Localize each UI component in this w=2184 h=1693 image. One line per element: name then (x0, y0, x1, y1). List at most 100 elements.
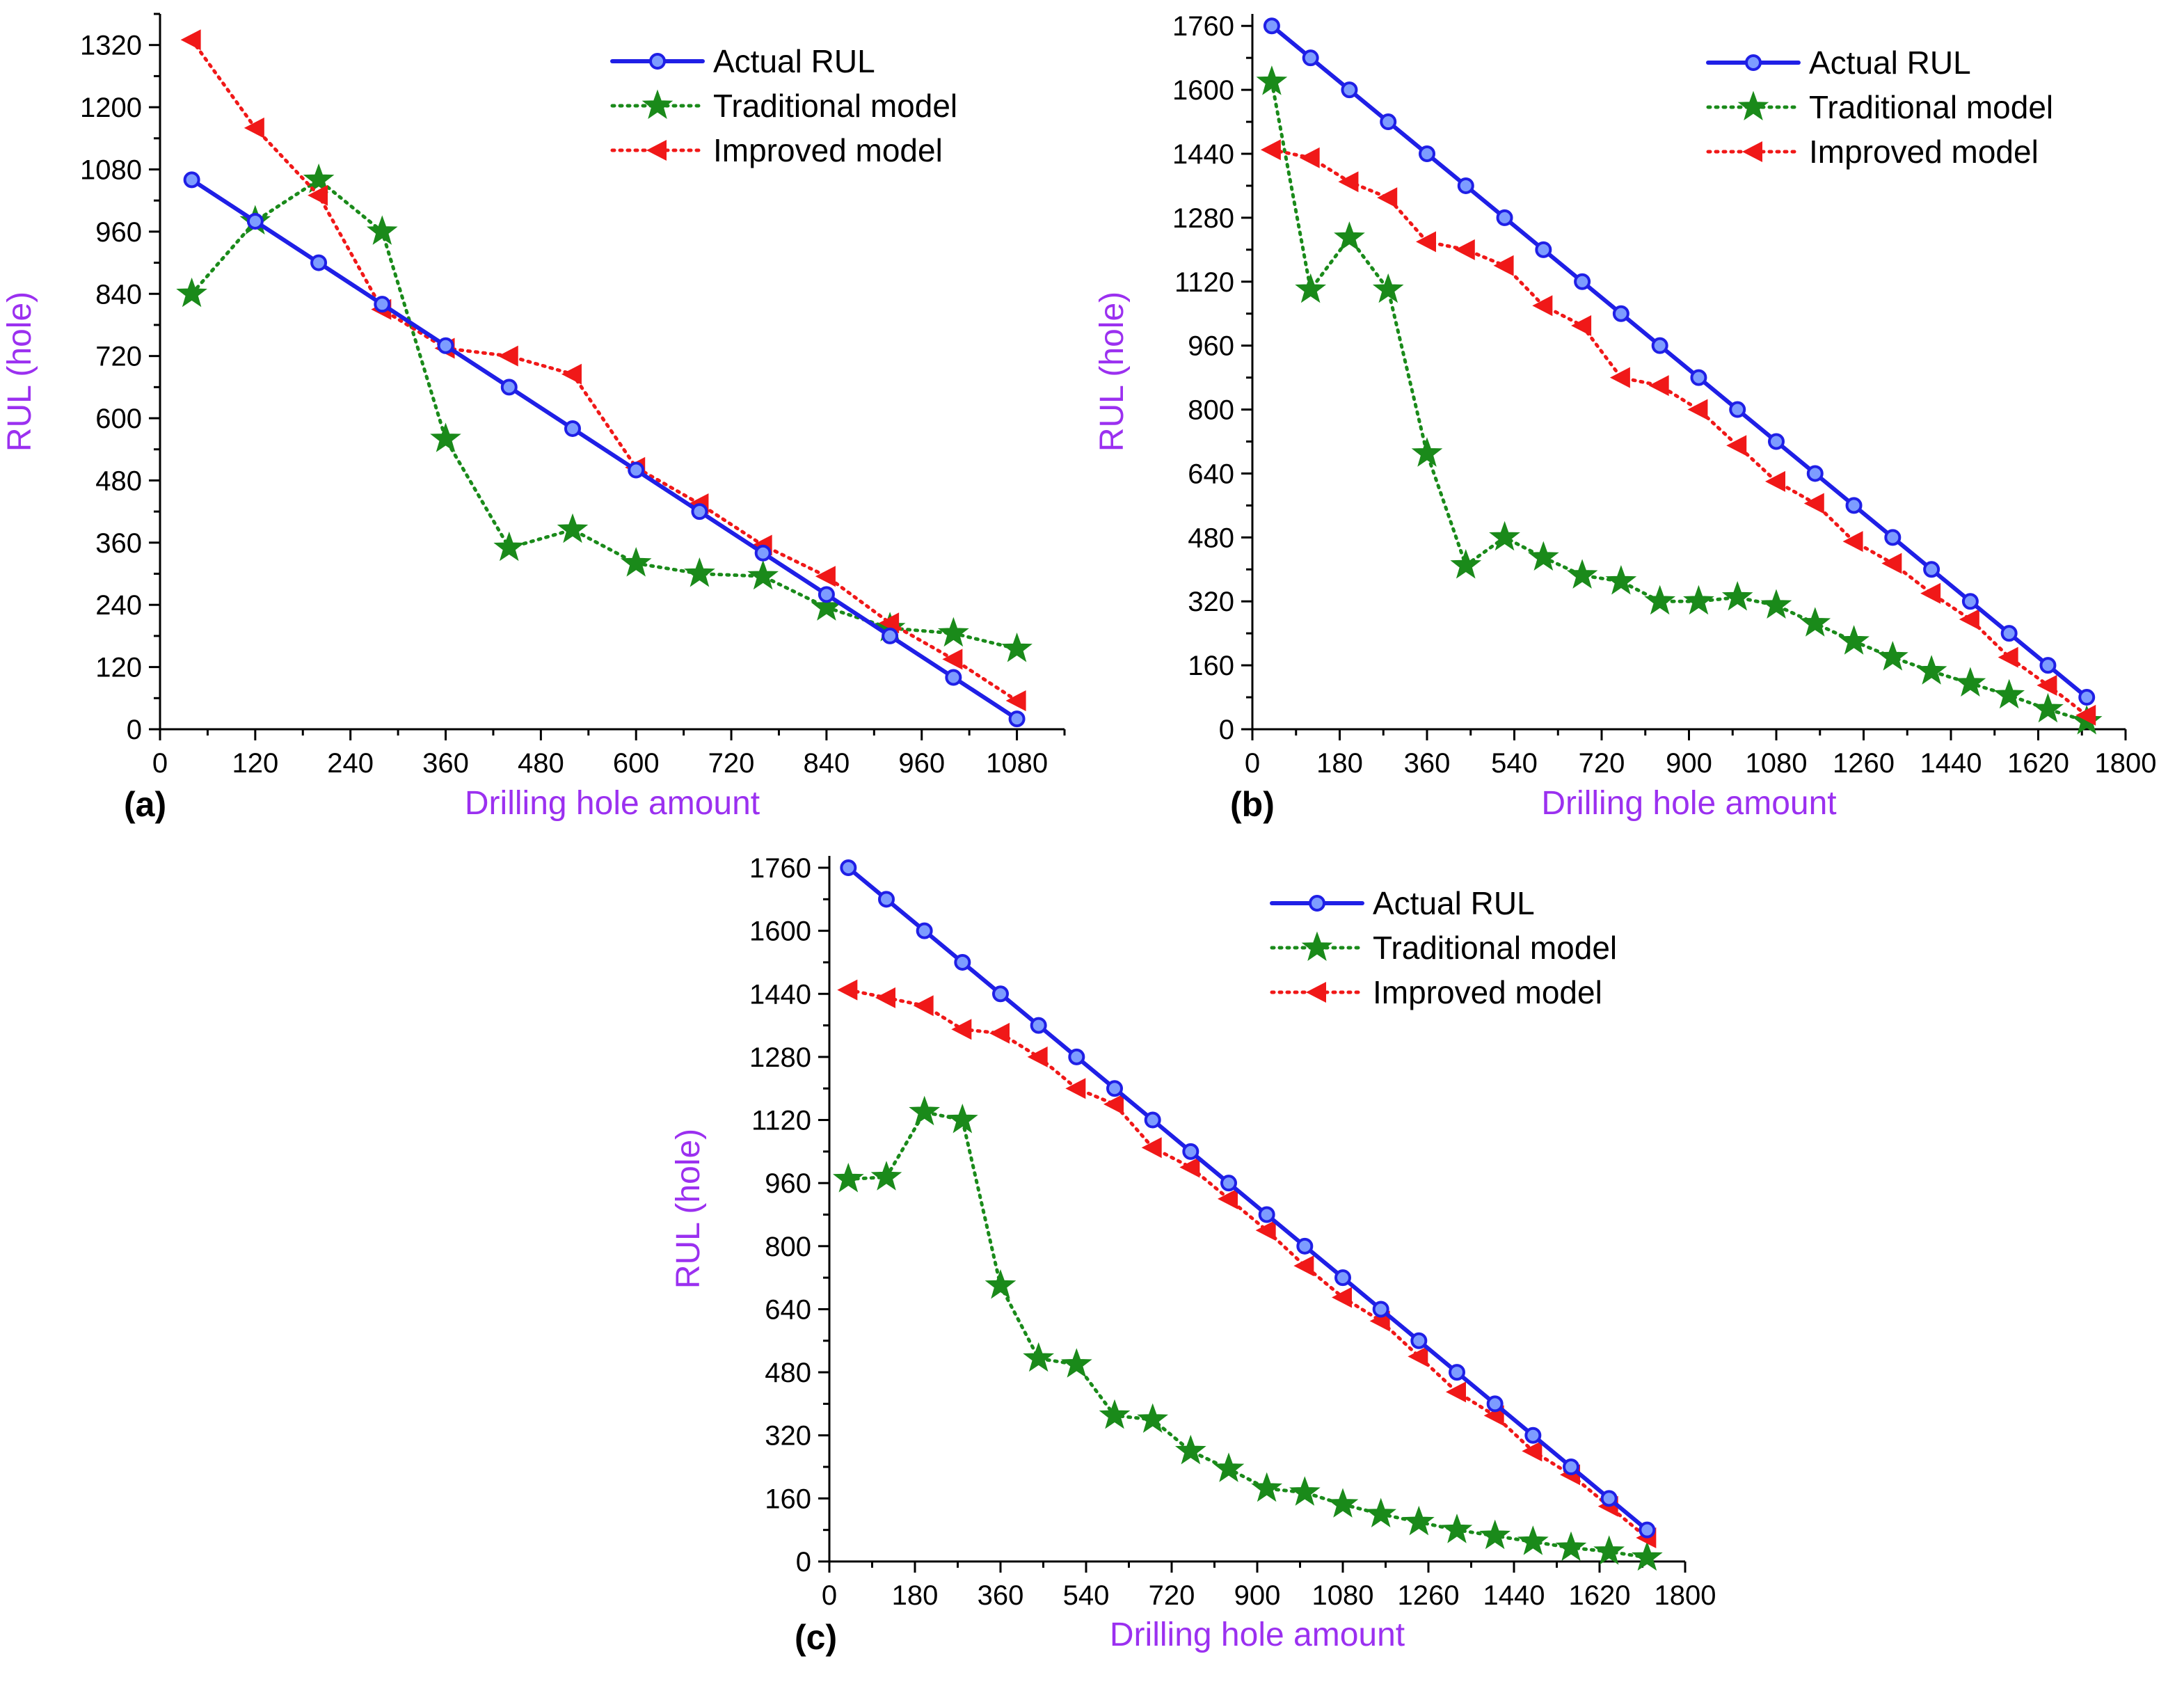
y-tick-label: 480 (1188, 523, 1234, 553)
data-point-actual (1639, 1521, 1656, 1539)
y-axis-title: RUL (hole) (670, 1129, 707, 1289)
legend: Actual RUL Traditional model Improved mode… (610, 43, 957, 168)
x-tick-label: 180 (1316, 748, 1363, 779)
data-point-actual (183, 171, 200, 189)
data-point-improved (1293, 1255, 1314, 1277)
series-improved (1260, 139, 2096, 726)
data-point-actual (1068, 1048, 1085, 1065)
y-tick-label: 1760 (749, 853, 811, 884)
data-point-actual (878, 891, 895, 908)
data-point-improved (1446, 1381, 1466, 1403)
data-point-improved (1255, 1220, 1276, 1241)
legend: Actual RUL Traditional model Improved mode… (1270, 885, 1617, 1010)
x-axis-title: Drilling hole amount (465, 785, 760, 822)
data-point-improved (1959, 609, 1979, 630)
legend-marker-traditional (1301, 931, 1333, 961)
data-point-actual (1449, 1364, 1465, 1381)
data-point-actual (1563, 1458, 1579, 1476)
y-tick-label: 1120 (1174, 267, 1234, 298)
data-point-traditional (557, 513, 589, 543)
data-point-traditional (747, 559, 779, 590)
data-point-traditional (1644, 585, 1676, 615)
data-point-improved (1338, 171, 1359, 193)
data-point-actual (2000, 625, 2018, 642)
data-point-actual (1961, 593, 1979, 610)
x-tick-label: 1080 (1746, 748, 1808, 779)
data-point-improved (1260, 139, 1281, 161)
data-point-improved (1103, 1093, 1124, 1115)
y-tick-label: 1120 (751, 1106, 811, 1136)
data-point-improved (1687, 399, 1708, 420)
data-point-actual (1030, 1017, 1047, 1034)
data-point-traditional (1593, 1535, 1625, 1565)
data-point-traditional (2032, 692, 2064, 723)
data-point-traditional (909, 1095, 941, 1126)
data-point-traditional (1256, 65, 1288, 95)
x-tick-label: 540 (1491, 748, 1538, 779)
y-tick-label: 0 (127, 715, 142, 745)
data-point-improved (1881, 553, 1902, 574)
data-point-actual (754, 544, 772, 562)
series-traditional (832, 1095, 1663, 1571)
data-point-actual (840, 859, 857, 876)
data-point-traditional (303, 163, 335, 193)
y-axis-title: RUL (hole) (1, 292, 38, 452)
y-tick-label: 120 (95, 653, 142, 683)
data-point-improved (1532, 295, 1553, 317)
y-tick-label: 160 (1188, 651, 1234, 681)
data-point-traditional (1403, 1505, 1435, 1536)
y-tick-label: 960 (765, 1168, 811, 1199)
data-point-traditional (1213, 1452, 1245, 1482)
data-point-traditional (1489, 520, 1520, 551)
data-point-improved (1998, 646, 2018, 668)
x-tick-label: 0 (1245, 748, 1260, 779)
data-point-traditional (1411, 437, 1443, 467)
data-point-actual (1806, 465, 1824, 482)
data-point-actual (945, 669, 962, 686)
data-point-traditional (1441, 1513, 1473, 1543)
data-point-traditional (1915, 655, 1947, 685)
data-point-traditional (1450, 549, 1482, 579)
y-tick-label: 1600 (749, 916, 811, 947)
y-tick-label: 1280 (1172, 203, 1234, 234)
x-axis-title: Drilling hole amount (1110, 1616, 1405, 1653)
data-point-actual (916, 922, 933, 939)
data-point-actual (310, 254, 328, 271)
y-tick-label: 800 (765, 1232, 811, 1262)
data-point-traditional (1555, 1531, 1587, 1561)
y-tick-label: 960 (1188, 331, 1234, 362)
data-point-improved (951, 1019, 972, 1040)
series-line-traditional (190, 177, 1019, 651)
data-point-traditional (1001, 633, 1033, 662)
data-point-actual (1419, 145, 1435, 163)
data-point-improved (1332, 1287, 1352, 1308)
y-tick-label: 0 (1219, 715, 1234, 745)
x-tick-label: 1620 (1569, 1580, 1631, 1611)
series-line-actual (189, 177, 1019, 722)
data-point-actual (1220, 1175, 1237, 1192)
data-point-actual (818, 586, 835, 603)
data-point-improved (1803, 493, 1824, 514)
legend-label-actual: Actual RUL (1809, 45, 1971, 81)
legend-marker-traditional (641, 89, 673, 119)
data-point-actual (1923, 561, 1940, 578)
x-tick-label: 360 (978, 1580, 1024, 1611)
data-point-improved (837, 979, 858, 1001)
series-line-actual (846, 866, 1650, 1532)
panel-label: (a) (124, 785, 166, 824)
x-tick-label: 240 (327, 748, 374, 779)
data-point-improved (1493, 255, 1514, 276)
data-point-traditional (937, 617, 969, 647)
y-tick-label: 640 (1188, 459, 1234, 489)
x-tick-label: 600 (613, 748, 660, 779)
x-tick-label: 1440 (1920, 748, 1982, 779)
data-point-actual (992, 985, 1009, 1003)
legend-marker-actual (1745, 54, 1762, 71)
legend-label-traditional: Traditional model (713, 88, 957, 124)
data-point-actual (882, 627, 899, 644)
data-point-actual (1600, 1490, 1618, 1507)
series-improved (837, 979, 1657, 1549)
data-point-actual (1729, 401, 1746, 418)
data-point-traditional (1838, 625, 1870, 655)
